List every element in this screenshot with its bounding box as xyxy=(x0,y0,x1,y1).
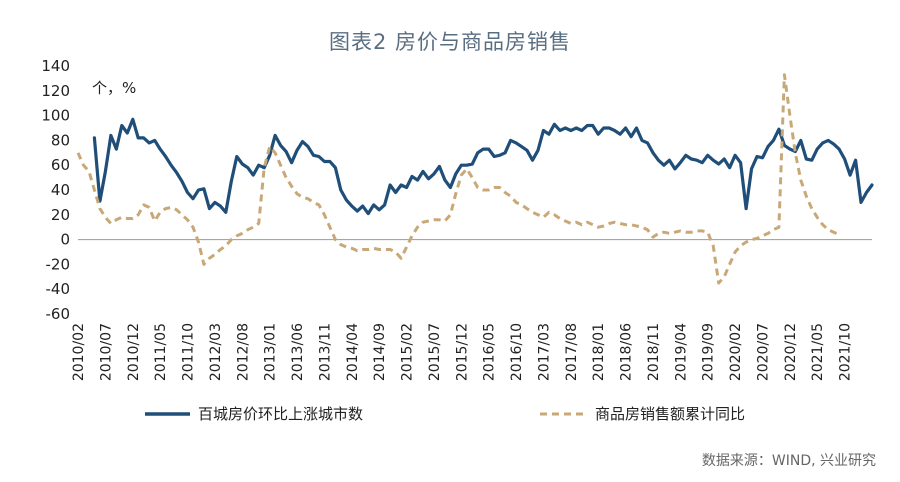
x-tick-label: 2020/02 xyxy=(728,323,744,381)
x-tick-label: 2018/11 xyxy=(646,323,662,381)
y-tick-label: 80 xyxy=(51,131,70,149)
x-tick-label: 2016/10 xyxy=(509,323,525,381)
x-tick-label: 2015/02 xyxy=(400,323,416,381)
y-tick-label: 60 xyxy=(51,156,70,174)
y-tick-label: -40 xyxy=(46,280,71,298)
x-tick-label: 2013/06 xyxy=(290,323,306,381)
y-unit-label: 个，% xyxy=(92,79,136,97)
y-tick-label: 140 xyxy=(41,57,70,75)
y-tick-label: -20 xyxy=(46,255,71,273)
x-tick-label: 2012/08 xyxy=(235,323,251,381)
x-tick-label: 2020/12 xyxy=(783,323,799,381)
x-tick-label: 2011/05 xyxy=(153,323,169,381)
x-tick-label: 2012/03 xyxy=(208,323,224,381)
y-tick-label: 100 xyxy=(41,107,70,125)
series-line-price-cities xyxy=(92,117,874,216)
series-layer xyxy=(76,73,874,285)
x-tick-label: 2016/05 xyxy=(482,323,498,381)
legend-label-price-cities: 百城房价环比上涨城市数 xyxy=(198,405,363,423)
y-axis: -60 -40 -20 0 20 40 60 80 100 120 140 xyxy=(41,57,872,323)
x-tick-label: 2021/05 xyxy=(810,323,826,381)
x-tick-label: 2013/11 xyxy=(317,323,333,381)
x-tick-label: 2013/01 xyxy=(263,323,279,381)
x-tick-label: 2015/12 xyxy=(454,323,470,381)
x-tick-label: 2010/02 xyxy=(71,323,87,381)
y-tick-label: -60 xyxy=(46,305,71,323)
legend: 百城房价环比上涨城市数 商品房销售额累计同比 xyxy=(145,405,745,423)
x-tick-label: 2017/08 xyxy=(564,323,580,381)
x-tick-label: 2010/07 xyxy=(98,323,114,381)
x-tick-label: 2014/04 xyxy=(345,323,361,381)
x-tick-label: 2014/09 xyxy=(372,323,388,381)
series-line-sales-yoy xyxy=(76,73,840,285)
y-tick-label: 20 xyxy=(51,206,70,224)
y-tick-label: 120 xyxy=(41,82,70,100)
legend-label-sales-yoy: 商品房销售额累计同比 xyxy=(595,405,745,423)
x-tick-label: 2020/07 xyxy=(755,323,771,381)
x-tick-label: 2018/01 xyxy=(591,323,607,381)
x-axis: 2010/02 2010/07 2010/12 2011/05 2011/10 2012/… xyxy=(71,323,854,381)
x-tick-label: 2019/04 xyxy=(673,323,689,381)
y-tick-label: 0 xyxy=(60,231,70,249)
source-note: 数据来源：WIND, 兴业研究 xyxy=(701,453,876,469)
x-tick-label: 2021/10 xyxy=(838,323,854,381)
x-tick-label: 2015/07 xyxy=(427,323,443,381)
y-tick-label: 40 xyxy=(51,181,70,199)
chart-title: 图表2 房价与商品房销售 xyxy=(328,30,572,54)
x-tick-label: 2017/03 xyxy=(536,323,552,381)
x-tick-label: 2019/09 xyxy=(701,323,717,381)
x-tick-label: 2010/12 xyxy=(126,323,142,381)
x-tick-label: 2018/06 xyxy=(619,323,635,381)
x-tick-label: 2011/10 xyxy=(181,323,197,381)
